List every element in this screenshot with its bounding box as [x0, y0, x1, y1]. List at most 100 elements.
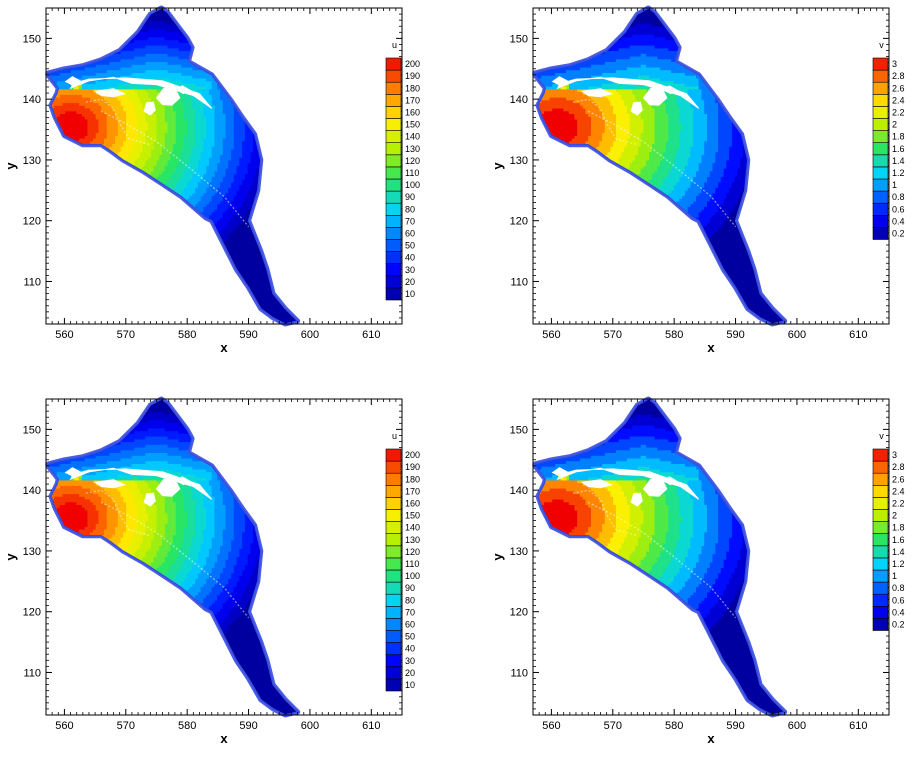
legend-label: 130 [405, 535, 420, 545]
y-tick-label: 110 [23, 667, 41, 679]
contour-panel: 560 570 580 590 600 610 110 120 130 140 150 x y u 10 20… [0, 0, 456, 391]
legend-swatch [385, 287, 402, 301]
island-hole [155, 478, 181, 497]
legend-label: 2 [892, 120, 897, 130]
legend-title: u [392, 431, 397, 441]
legend-swatch [872, 202, 889, 216]
island-hole [662, 476, 678, 486]
legend-label: 130 [405, 144, 420, 154]
y-tick-label: 130 [510, 155, 528, 167]
legend-label: 60 [405, 228, 415, 238]
legend-title: v [879, 431, 884, 441]
legend-label: 3 [892, 59, 897, 69]
legend-label: 70 [405, 607, 415, 617]
legend-label: 120 [405, 156, 420, 166]
legend-swatch [872, 472, 889, 486]
legend-swatch [385, 654, 402, 668]
island-hole [642, 478, 668, 497]
x-tick-label: 570 [604, 329, 622, 341]
legend-label: 140 [405, 132, 420, 142]
y-tick-label: 150 [23, 33, 41, 45]
x-tick-label: 560 [542, 329, 560, 341]
y-axis-title: y [3, 162, 18, 170]
legend-swatch [385, 118, 402, 131]
legend-swatch [385, 202, 402, 216]
y-tick-label: 140 [23, 485, 41, 497]
legend-swatch [385, 215, 402, 228]
legend-label: 170 [405, 95, 420, 105]
legend-swatch [872, 94, 889, 107]
legend-swatch [385, 154, 402, 168]
legend-label: 0.8 [892, 192, 905, 202]
y-tick-label: 140 [23, 94, 41, 106]
island-hole [143, 492, 156, 507]
x-tick-label: 610 [849, 329, 867, 341]
legend-title: v [879, 40, 884, 50]
legend-label: 2.4 [892, 95, 905, 105]
legend-label: 1.4 [892, 156, 905, 166]
legend-swatch [385, 166, 402, 180]
mesh-line [587, 501, 737, 619]
y-tick-label: 120 [510, 607, 528, 619]
island-hole [556, 467, 700, 500]
legend-swatch [385, 472, 402, 486]
legend-label: 10 [405, 680, 415, 690]
legend-label: 60 [405, 619, 415, 629]
island-hole [662, 85, 678, 95]
legend-label: 190 [405, 71, 420, 81]
x-tick-label: 570 [604, 720, 622, 732]
y-axis-title: y [490, 162, 505, 170]
y-tick-label: 130 [23, 155, 41, 167]
domain-outline [534, 398, 787, 716]
legend-label: 160 [405, 107, 420, 117]
y-axis-title: y [490, 553, 505, 561]
legend-label: 0.2 [892, 619, 905, 629]
contour-field [47, 399, 298, 715]
legend-swatch [385, 263, 402, 277]
legend-label: 110 [405, 168, 419, 178]
legend-swatch [385, 485, 402, 498]
x-tick-label: 600 [788, 329, 806, 341]
island-hole [630, 101, 643, 116]
y-axis-title: y [3, 553, 18, 561]
y-tick-label: 110 [23, 276, 41, 288]
contour-chart-svg: 560 570 580 590 600 610 110 120 130 140 150 x y v 0.2 0… [490, 396, 905, 746]
legend-swatch [385, 630, 402, 643]
legend-swatch [872, 497, 889, 510]
x-axis-title: x [707, 340, 715, 355]
y-tick-label: 150 [510, 33, 528, 45]
legend-swatch [872, 569, 889, 583]
x-tick-label: 610 [849, 720, 867, 732]
legend-swatch [385, 545, 402, 559]
legend-label: 80 [405, 204, 415, 214]
mesh-line [85, 98, 151, 146]
mesh-line [100, 110, 250, 228]
legend-swatch [385, 275, 402, 289]
legend-label: 180 [405, 474, 420, 484]
legend-label: 0.8 [892, 583, 905, 593]
legend-swatch [385, 227, 402, 240]
legend-swatch [385, 94, 402, 107]
mesh-line [587, 110, 737, 228]
legend-label: 0.6 [892, 595, 905, 605]
legend-swatch [385, 251, 402, 265]
legend-swatch [385, 142, 402, 156]
legend-label: 2.6 [892, 474, 905, 484]
island-hole [143, 101, 156, 116]
y-tick-label: 120 [23, 607, 41, 619]
legend-label: 2.4 [892, 486, 905, 496]
legend-swatch [872, 215, 889, 228]
legend-label: 1.2 [892, 559, 905, 569]
domain-outline [534, 7, 787, 325]
legend-label: 2.8 [892, 71, 905, 81]
legend-swatch [872, 154, 889, 168]
y-tick-label: 140 [510, 94, 528, 106]
legend-label: 50 [405, 241, 415, 251]
legend-swatch [385, 460, 402, 474]
legend-label: 1.8 [892, 132, 905, 142]
legend-swatch [385, 448, 402, 462]
legend-swatch [872, 69, 889, 83]
legend-label: 80 [405, 595, 415, 605]
legend-label: 180 [405, 83, 420, 93]
